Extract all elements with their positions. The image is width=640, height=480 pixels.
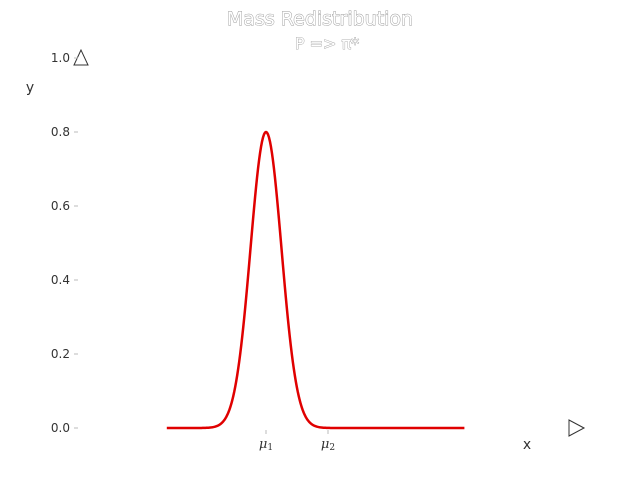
y-axis-label: y xyxy=(26,80,34,96)
chart-subtitle: P => π* xyxy=(295,34,359,53)
y-tick-label: 0.2 xyxy=(51,347,70,361)
x-axis-ticks: μ1 μ2 xyxy=(259,430,335,453)
y-tick-label: 0.4 xyxy=(51,273,70,287)
y-axis-ticks: 0.0 0.2 0.4 0.6 0.8 1.0 xyxy=(51,51,78,435)
x-tick-label: μ2 xyxy=(321,437,335,453)
x-axis-label: x xyxy=(523,437,531,453)
y-tick-label: 1.0 xyxy=(51,51,70,65)
chart-title: Mass Redistribution xyxy=(227,8,413,30)
series-line xyxy=(166,130,465,430)
x-tick-label: μ1 xyxy=(259,437,273,453)
y-tick-label: 0.6 xyxy=(51,199,70,213)
right-triangle-arrow-icon xyxy=(568,419,586,437)
y-tick-label: 0.8 xyxy=(51,125,70,139)
y-tick-label: 0.0 xyxy=(51,421,70,435)
